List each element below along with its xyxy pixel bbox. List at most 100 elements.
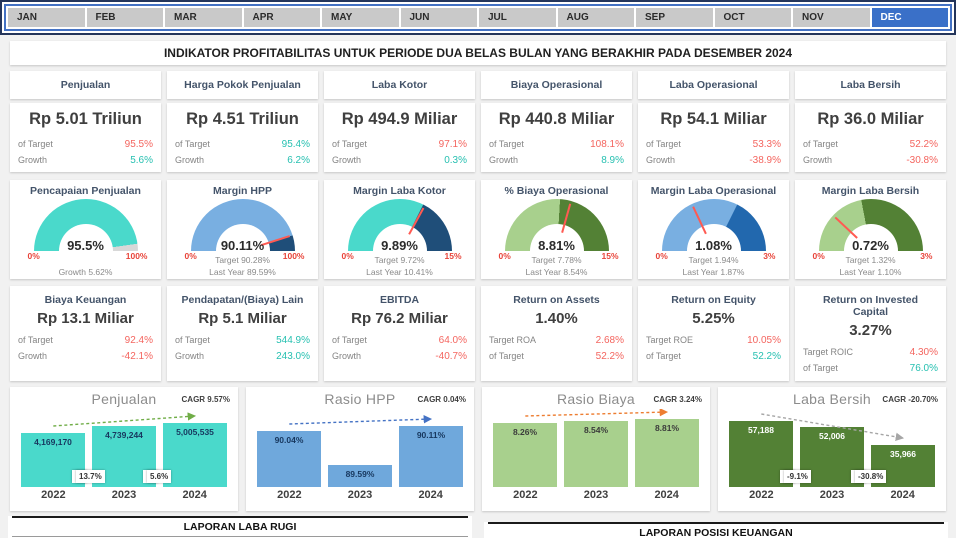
kpi-value: Rp 13.1 Miliar (37, 310, 134, 327)
kpi-metric-label: of Target (175, 334, 210, 345)
chart-row: Penjualan CAGR 9.57% 4,169,170 4,739,244 5,0… (10, 387, 946, 511)
gauge-value: 8.81% (538, 238, 575, 253)
kpi-card-title: Pendapatan/(Biaya) Lain (181, 294, 304, 306)
gauge-value: 90.11% (220, 238, 265, 253)
chart-bar: 5,005,535 (163, 423, 227, 487)
chart-bar-label: 5,005,535 (176, 427, 214, 437)
kpi-card: Return on Equity 5.25% Target ROE 10.05% of … (638, 286, 789, 381)
growth-percent-chip: 13.7% (76, 470, 105, 483)
month-tab-dec[interactable]: DEC (871, 8, 948, 27)
chart-bar-label: 35,966 (890, 449, 916, 459)
kpi-metric: Growth 8.9% (489, 152, 624, 168)
gauge: 1.08% 0% 3% (656, 199, 776, 261)
chart-bar: 90.11% (399, 426, 463, 487)
table-posisi-keuangan: LAPORAN POSISI KEUANGAN dalam miliar RpA… (484, 522, 948, 538)
kpi-metric-value: 52.2% (752, 350, 781, 362)
month-bar-frame: JAN FEB MAR APR MAY JUN JUL AUG SEP OCT NOV DEC (0, 0, 956, 35)
kpi-metric-value: 5.6% (130, 154, 153, 166)
kpi-card-title: Biaya Keuangan (44, 294, 127, 306)
month-tab-sep[interactable]: SEP (636, 8, 713, 27)
month-tab-oct[interactable]: OCT (714, 8, 791, 27)
gauge-title: % Biaya Operasional (504, 185, 609, 197)
month-tab-aug[interactable]: AUG (557, 8, 634, 27)
kpi-metric: of Target 92.4% (18, 332, 153, 348)
chart-bar-label: 89.59% (345, 469, 375, 479)
kpi-metric-label: of Target (646, 350, 681, 361)
kpi-metric-value: 64.0% (438, 334, 467, 346)
chart-year-row: 2022 2023 2024 (490, 489, 702, 501)
kpi-value: Rp 76.2 Miliar (351, 310, 448, 327)
chart-year-label: 2024 (418, 489, 443, 501)
kpi-metric: of Target 97.1% (332, 136, 467, 152)
chart-cagr-label: CAGR 0.04% (417, 395, 466, 404)
chart-bar: 89.59% (328, 465, 392, 487)
gauge-value: 0.72% (852, 238, 889, 253)
kpi-metric: of Target 53.3% (646, 136, 781, 152)
month-tab-jan[interactable]: JAN (8, 8, 85, 27)
chart-title: Penjualan (91, 391, 157, 407)
kpi-metric: Growth 243.0% (175, 348, 310, 364)
chart-card: Penjualan CAGR 9.57% 4,169,170 4,739,244 5,0… (10, 387, 238, 511)
kpi-metric-value: 53.3% (752, 138, 781, 150)
kpi-metric-value: 52.2% (595, 350, 624, 362)
kpi-card-title: Laba Bersih (795, 71, 946, 99)
kpi-value: Rp 54.1 Miliar (660, 110, 767, 128)
kpi-metric-label: Growth (18, 350, 48, 361)
gauge-min-label: 0% (341, 251, 354, 261)
kpi-value: Rp 5.01 Triliun (29, 110, 142, 128)
kpi-card-body: Rp 54.1 Miliar of Target 53.3% Growth -38.9% (638, 103, 789, 172)
gauge-footer: Last Year 1.10% (839, 267, 902, 277)
kpi-value: 1.40% (535, 310, 578, 327)
kpi-card-body: Rp 494.9 Miliar of Target 97.1% Growth 0.3% (324, 103, 475, 172)
gauge: 95.5% 0% 100% (28, 199, 148, 261)
kpi-metric-value: 10.05% (747, 334, 781, 346)
chart-cagr-label: CAGR 3.24% (653, 395, 702, 404)
chart-title: Rasio HPP (324, 391, 396, 407)
month-tab-nov[interactable]: NOV (793, 8, 870, 27)
kpi-metric: of Target 108.1% (489, 136, 624, 152)
chart-bar-label: 4,169,170 (34, 437, 72, 447)
table-laba-rugi: LAPORAN LABA RUGI dalam miliar RpActualR… (8, 516, 472, 538)
gauge-card: Pencapaian Penjualan 95.5% 0% 100% Growth 5.… (10, 180, 161, 279)
chart-plot: 8.26% 8.54% 8.81% (490, 409, 702, 487)
chart-year-label: 2023 (819, 489, 845, 501)
kpi-metric-label: of Target (489, 350, 524, 361)
kpi-card: Penjualan Rp 5.01 Triliun of Target 95.5% Gr… (10, 71, 161, 172)
growth-percent-chip: 5.6% (147, 470, 172, 483)
chart-card: Rasio Biaya CAGR 3.24% 8.26% 8.54% 8.81% 2022… (482, 387, 710, 511)
kpi-metric-label: Growth (489, 154, 519, 165)
month-tab-mar[interactable]: MAR (165, 8, 242, 27)
gauge-max-label: 3% (763, 251, 776, 261)
month-tab-jun[interactable]: JUN (400, 8, 477, 27)
kpi-metric: Growth 5.6% (18, 152, 153, 168)
month-tab-apr[interactable]: APR (243, 8, 320, 27)
kpi-metric: of Target 95.5% (18, 136, 153, 152)
gauge-card: Margin Laba Operasional 1.08% 0% 3% Target 1… (638, 180, 789, 279)
table-title: LAPORAN POSISI KEUANGAN (488, 522, 944, 538)
gauge: 8.81% 0% 15% (499, 199, 619, 261)
kpi-card-title: Penjualan (10, 71, 161, 99)
kpi-card-title: Laba Operasional (638, 71, 789, 99)
kpi-value: Rp 36.0 Miliar (817, 110, 924, 128)
kpi-metric: Growth 6.2% (175, 152, 310, 168)
month-tab-jul[interactable]: JUL (479, 8, 556, 27)
chart-bar-label: 8.81% (654, 423, 680, 433)
month-tab-may[interactable]: MAY (322, 8, 399, 27)
gauge-footer: Last Year 1.87% (682, 267, 745, 277)
gauge: 9.89% 0% 15% (342, 199, 462, 261)
kpi-metric: Growth -38.9% (646, 152, 781, 168)
gauge-card: Margin Laba Kotor 9.89% 0% 15% Target 9.72% L… (324, 180, 475, 279)
tables-row: LAPORAN LABA RUGI dalam miliar RpActualR… (8, 516, 948, 538)
gauge-min-label: 0% (184, 251, 197, 261)
kpi-metric-label: of Target (803, 138, 838, 149)
chart-bar-label: 52,006 (819, 431, 845, 441)
chart-bar-label: 90.04% (274, 435, 304, 445)
kpi-metric-value: 0.3% (444, 154, 467, 166)
month-tabs: JAN FEB MAR APR MAY JUN JUL AUG SEP OCT NOV DEC (4, 4, 952, 31)
kpi-metric-value: 95.5% (124, 138, 153, 150)
growth-percent-chip: -30.8% (855, 470, 887, 483)
chart-year-row: 2022 2023 2024 (18, 489, 230, 501)
gauge-title: Pencapaian Penjualan (30, 185, 141, 197)
kpi-metric: of Target 95.4% (175, 136, 310, 152)
month-tab-feb[interactable]: FEB (86, 8, 163, 27)
